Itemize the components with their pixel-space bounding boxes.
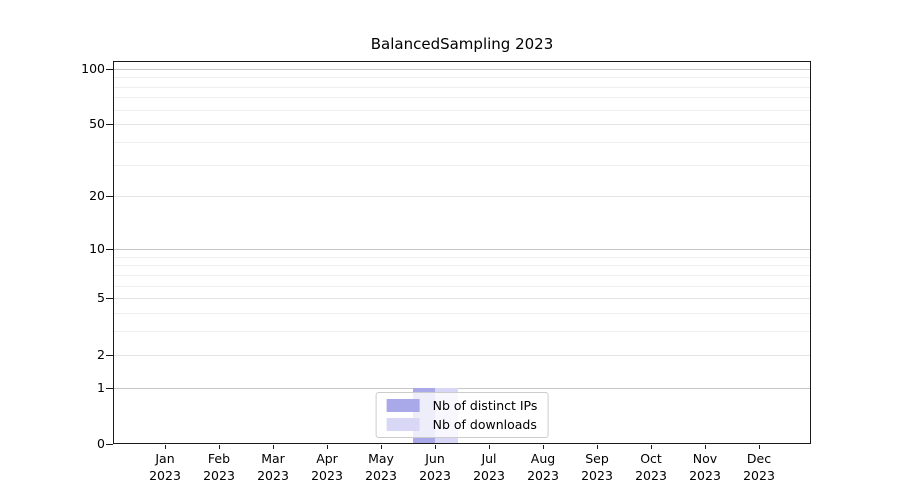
gridline-y-9 (114, 256, 810, 258)
legend-label-distinct-ips: Nb of distinct IPs (432, 398, 538, 413)
x-tick-year: 2023 (689, 468, 721, 483)
x-tick-year: 2023 (149, 468, 181, 483)
y-tick-mark-2 (106, 354, 113, 356)
gridline-y-80 (114, 86, 810, 88)
x-tick-year: 2023 (311, 468, 343, 483)
x-tick-label-may: May 2023 (349, 450, 413, 484)
x-tick-year: 2023 (365, 468, 397, 483)
legend-swatch-downloads (386, 418, 420, 431)
x-tick-label-dec: Dec 2023 (727, 450, 791, 484)
gridline-y-7 (114, 274, 810, 276)
gridline-y-2 (114, 354, 810, 356)
x-tick-mark-jan (165, 445, 166, 449)
y-tick-mark-20 (106, 196, 113, 198)
y-tick-label-20: 20 (89, 188, 105, 204)
y-tick-label-0: 0 (97, 436, 105, 451)
x-tick-mark-dec (759, 445, 760, 449)
x-tick-label-nov: Nov 2023 (673, 450, 737, 484)
gridline-y-40 (114, 142, 810, 143)
gridline-y-100 (114, 68, 810, 70)
gridline-y-70 (114, 97, 810, 99)
y-tick-mark-100 (106, 68, 113, 70)
legend-label-downloads: Nb of downloads (432, 417, 537, 432)
gridline-y-5 (114, 298, 810, 300)
gridline-y-90 (114, 77, 810, 79)
y-tick-label-2: 2 (97, 346, 105, 362)
gridline-y-3 (114, 331, 810, 333)
x-tick-mark-oct (651, 445, 652, 449)
chart-title: BalancedSampling 2023 (370, 35, 554, 53)
x-tick-year: 2023 (743, 468, 775, 483)
plot-area: Nb of distinct IPs Nb of downloads (113, 61, 811, 444)
x-tick-year: 2023 (527, 468, 559, 483)
x-tick-label-jan: Jan 2023 (133, 450, 197, 484)
x-tick-year: 2023 (419, 468, 451, 483)
x-tick-year: 2023 (203, 468, 235, 483)
x-tick-year: 2023 (635, 468, 667, 483)
x-tick-mark-jun (435, 445, 436, 449)
plot-frame (113, 61, 811, 444)
gridline-y-20 (114, 196, 810, 198)
x-tick-mark-aug (543, 445, 544, 449)
x-tick-label-jul: Jul 2023 (457, 450, 521, 484)
gridline-y-4 (114, 313, 810, 315)
x-tick-year: 2023 (581, 468, 613, 483)
gridline-y-6 (114, 285, 810, 287)
x-tick-year: 2023 (257, 468, 289, 483)
x-tick-mark-feb (219, 445, 220, 449)
x-tick-label-oct: Oct 2023 (619, 450, 683, 484)
x-tick-mark-mar (273, 445, 274, 449)
y-tick-label-1: 1 (97, 379, 105, 395)
x-tick-year: 2023 (473, 468, 505, 483)
y-tick-mark-0 (106, 444, 113, 445)
x-tick-mark-jul (489, 445, 490, 449)
x-tick-mark-may (381, 445, 382, 449)
gridline-y-60 (114, 109, 810, 111)
gridline-y-50 (114, 124, 810, 126)
x-tick-label-apr: Apr 2023 (295, 450, 359, 484)
y-tick-mark-5 (106, 298, 113, 300)
y-tick-label-5: 5 (97, 290, 105, 306)
y-tick-label-50: 50 (89, 116, 105, 132)
y-tick-mark-50 (106, 124, 113, 126)
gridline-y-8 (114, 265, 810, 267)
legend-swatch-distinct-ips (386, 399, 420, 412)
legend-item-downloads: Nb of downloads (386, 417, 538, 432)
y-tick-label-10: 10 (89, 241, 105, 256)
y-tick-mark-10 (106, 249, 113, 250)
gridline-y-30 (114, 164, 810, 166)
x-tick-label-jun: Jun 2023 (403, 450, 467, 484)
gridline-y-1 (114, 387, 810, 389)
legend-item-distinct-ips: Nb of distinct IPs (386, 398, 538, 413)
x-tick-label-aug: Aug 2023 (511, 450, 575, 484)
x-tick-label-feb: Feb 2023 (187, 450, 251, 484)
y-tick-label-100: 100 (81, 60, 105, 76)
legend: Nb of distinct IPs Nb of downloads (375, 392, 549, 438)
x-tick-label-mar: Mar 2023 (241, 450, 305, 484)
x-tick-label-sep: Sep 2023 (565, 450, 629, 484)
y-tick-mark-1 (106, 387, 113, 389)
x-tick-mark-apr (327, 445, 328, 449)
x-tick-mark-nov (705, 445, 706, 449)
x-tick-mark-sep (597, 445, 598, 449)
gridline-y-10 (114, 249, 810, 250)
